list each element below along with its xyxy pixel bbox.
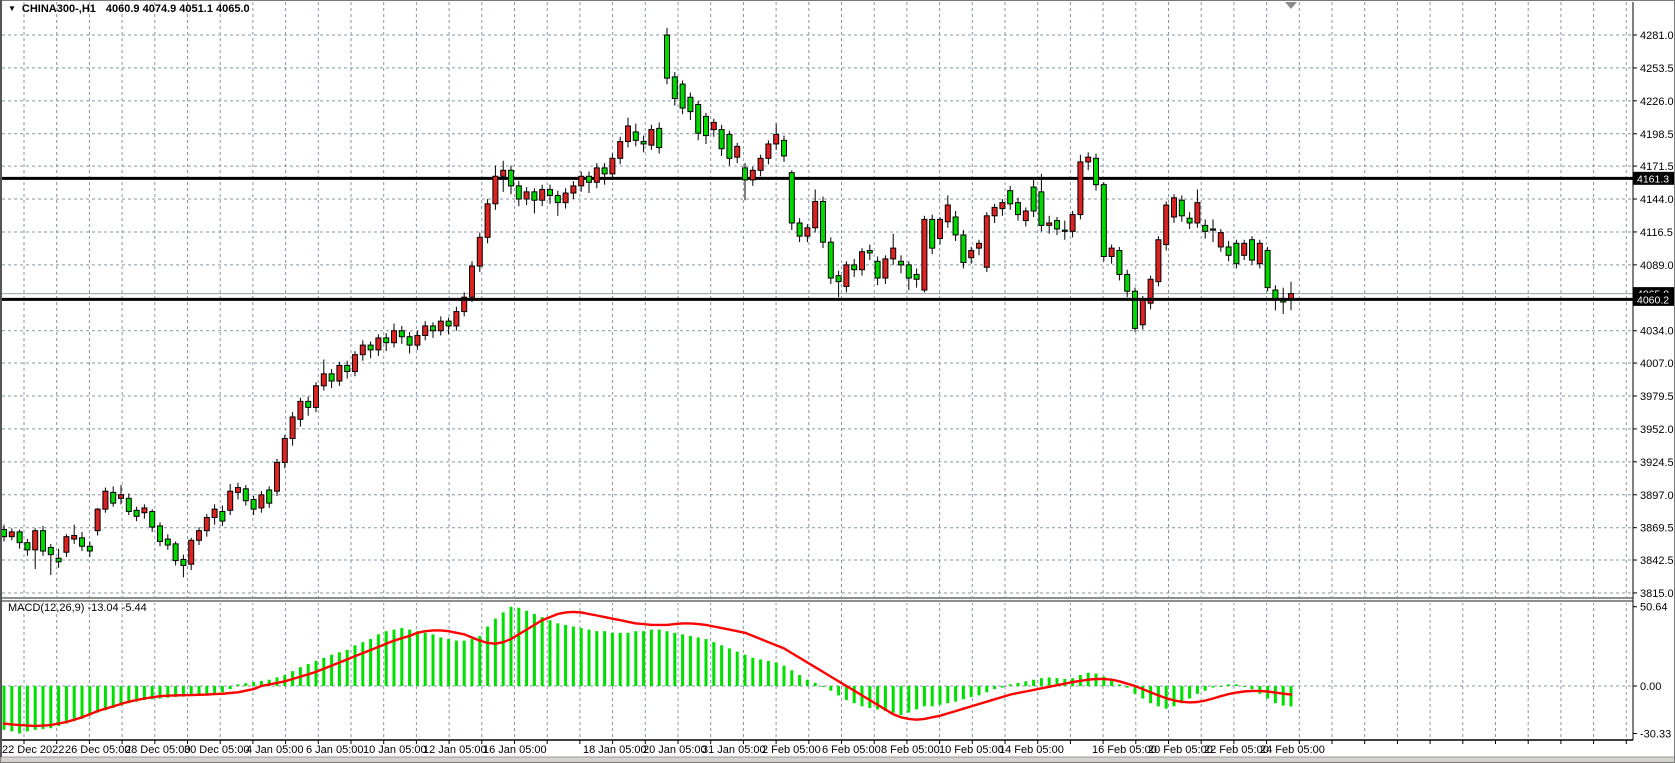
svg-text:4 Jan 05:00: 4 Jan 05:00 xyxy=(246,744,304,756)
panel-divider[interactable] xyxy=(0,597,1633,603)
svg-text:4116.5: 4116.5 xyxy=(1640,227,1673,239)
svg-text:4060.2: 4060.2 xyxy=(1637,294,1669,306)
gridlines xyxy=(2,2,1633,740)
svg-text:22 Feb 05:00: 22 Feb 05:00 xyxy=(1204,744,1269,756)
svg-text:26 Dec 05:00: 26 Dec 05:00 xyxy=(65,744,130,756)
svg-text:18 Jan 05:00: 18 Jan 05:00 xyxy=(583,744,647,756)
svg-text:3952.0: 3952.0 xyxy=(1640,424,1674,436)
svg-text:4161.3: 4161.3 xyxy=(1637,173,1669,185)
svg-text:6 Jan 05:00: 6 Jan 05:00 xyxy=(306,744,364,756)
price-level-chips: 4161.34065.04060.2 xyxy=(1633,171,1675,306)
svg-text:3815.0: 3815.0 xyxy=(1640,588,1674,600)
price-axis-column xyxy=(1633,0,1675,763)
svg-text:2 Feb 05:00: 2 Feb 05:00 xyxy=(762,744,821,756)
svg-text:50.64: 50.64 xyxy=(1640,602,1668,614)
svg-text:20 Jan 05:00: 20 Jan 05:00 xyxy=(643,744,707,756)
svg-text:4171.5: 4171.5 xyxy=(1640,161,1674,173)
svg-text:4144.0: 4144.0 xyxy=(1640,194,1674,206)
svg-text:20 Feb 05:00: 20 Feb 05:00 xyxy=(1148,744,1213,756)
svg-text:3897.0: 3897.0 xyxy=(1640,490,1674,502)
candles xyxy=(1,27,1294,578)
svg-text:28 Dec 05:00: 28 Dec 05:00 xyxy=(125,744,190,756)
svg-text:16 Jan 05:00: 16 Jan 05:00 xyxy=(483,744,547,756)
ohlc-values: 4060.9 4074.9 4051.1 4065.0 xyxy=(105,3,250,15)
price-axis-labels: 4281.0 4253.5 4226.0 4198.5 4171.5 4144.0 4116… xyxy=(1633,30,1674,740)
svg-text:10 Feb 05:00: 10 Feb 05:00 xyxy=(939,744,1004,756)
svg-text:31 Jan 05:00: 31 Jan 05:00 xyxy=(702,744,766,756)
macd-indicator-label: MACD(12,26,9) -13.04 -5.44 xyxy=(8,602,147,614)
svg-text:4007.0: 4007.0 xyxy=(1640,358,1674,370)
svg-text:8 Feb 05:00: 8 Feb 05:00 xyxy=(881,744,940,756)
svg-text:3869.5: 3869.5 xyxy=(1640,523,1674,535)
svg-text:4089.0: 4089.0 xyxy=(1640,260,1674,272)
svg-text:12 Jan 05:00: 12 Jan 05:00 xyxy=(423,744,487,756)
window-bottom-strip xyxy=(0,757,1675,763)
symbol-period-label: CHINA300-,H1 xyxy=(21,3,96,15)
symbol-dropdown-icon[interactable]: ▼ xyxy=(8,4,16,13)
svg-text:4281.0: 4281.0 xyxy=(1640,30,1674,42)
svg-text:-30.33: -30.33 xyxy=(1640,728,1671,740)
svg-text:4226.0: 4226.0 xyxy=(1640,96,1674,108)
svg-text:6 Feb 05:00: 6 Feb 05:00 xyxy=(822,744,881,756)
time-axis-row xyxy=(0,740,1675,757)
svg-text:4198.5: 4198.5 xyxy=(1640,129,1674,141)
svg-text:22 Dec 2022: 22 Dec 2022 xyxy=(2,744,64,756)
svg-text:4034.0: 4034.0 xyxy=(1640,326,1674,338)
macd-histogram xyxy=(2,606,1293,734)
chart-title: ▼ CHINA300-,H1 4060.9 4074.9 4051.1 4065.0 xyxy=(8,3,250,15)
svg-text:3842.5: 3842.5 xyxy=(1640,555,1674,567)
svg-text:4253.5: 4253.5 xyxy=(1640,63,1674,75)
time-axis-ticks xyxy=(23,740,1627,744)
svg-text:24 Feb 05:00: 24 Feb 05:00 xyxy=(1260,744,1325,756)
svg-text:3924.5: 3924.5 xyxy=(1640,457,1674,469)
svg-text:10 Jan 05:00: 10 Jan 05:00 xyxy=(363,744,427,756)
svg-text:16 Feb 05:00: 16 Feb 05:00 xyxy=(1092,744,1157,756)
macd-signal-line xyxy=(2,610,1293,728)
chart-shift-marker[interactable] xyxy=(1285,2,1297,9)
svg-text:0.00: 0.00 xyxy=(1640,681,1661,693)
svg-text:3979.5: 3979.5 xyxy=(1640,391,1674,403)
svg-text:30 Dec 05:00: 30 Dec 05:00 xyxy=(184,744,249,756)
svg-text:14 Feb 05:00: 14 Feb 05:00 xyxy=(999,744,1064,756)
